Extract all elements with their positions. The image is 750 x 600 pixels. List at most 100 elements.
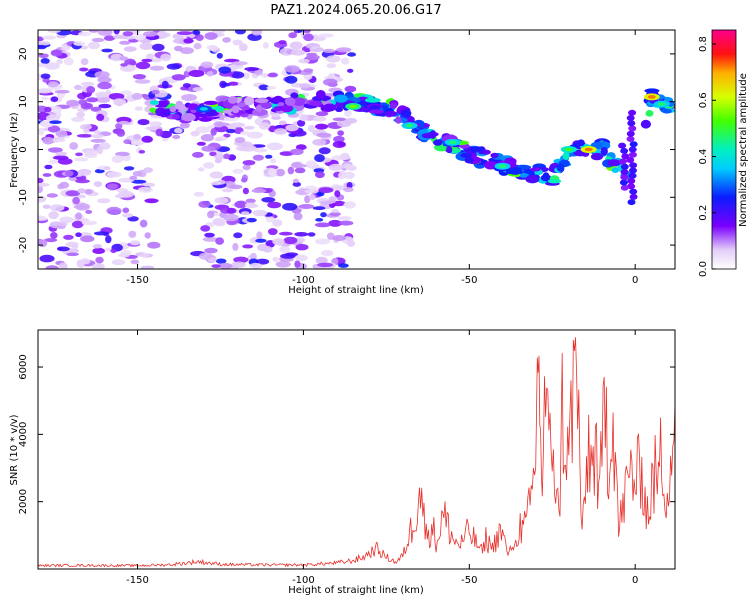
spectrogram-noise-blob [242, 160, 256, 166]
spectrogram-noise-blob [284, 65, 301, 73]
spectrogram-noise-blob [76, 111, 85, 118]
spectrogram-noise-blob [226, 128, 236, 134]
spectrogram-signal-blob [525, 175, 540, 184]
spectrogram-noise-blob [332, 141, 346, 148]
spectrogram-noise-blob [84, 189, 93, 195]
spectrogram-signal-blob [389, 102, 398, 109]
spectrogram-noise-blob [42, 173, 52, 177]
spectrogram-streak-blob [619, 179, 628, 186]
spectrogram-noise-blob [261, 73, 269, 78]
spectrogram-noise-blob [239, 43, 248, 52]
spectrogram-noise-blob [221, 188, 234, 193]
spectrogram-noise-blob [133, 133, 142, 140]
spectrogram-streak-blob [628, 125, 637, 132]
spectrogram-noise-blob [294, 254, 308, 262]
spectrogram-noise-blob [294, 232, 309, 237]
spectrogram-signal-blob [227, 96, 238, 104]
spectrogram-noise-blob [243, 125, 255, 130]
spectrogram-noise-blob [210, 128, 217, 136]
spectrogram-noise-blob [101, 30, 112, 35]
spectrogram-noise-blob [38, 63, 49, 67]
spectrogram-noise-blob [47, 30, 61, 33]
spectrogram-noise-blob [338, 263, 349, 268]
spectrogram-noise-blob [279, 231, 293, 236]
spectrogram-signal-blob [162, 109, 171, 117]
spectrogram-signal-blob [244, 96, 255, 106]
colorbar-label: Normalized spectral amplitude [738, 73, 749, 227]
spectrogram-xtick-label: -50 [461, 275, 477, 286]
spectrogram-noise-blob [81, 220, 97, 226]
spectrogram-noise-blob [307, 232, 316, 237]
spectrogram-noise-blob [48, 160, 59, 164]
spectrogram-noise-blob [338, 172, 345, 180]
figure-title: PAZ1.2024.065.20.06.G17 [270, 3, 441, 18]
spectrogram-noise-blob [46, 105, 63, 114]
spectrogram-streak-blob [626, 135, 635, 142]
spectrogram-noise-blob [272, 219, 283, 227]
spectrogram-noise-blob [337, 216, 352, 221]
spectrogram-noise-blob [312, 206, 326, 211]
spectrogram-noise-blob [196, 141, 206, 146]
spectrogram-noise-blob [297, 119, 306, 127]
spectrogram-signal-blob [433, 139, 443, 146]
spectrogram-noise-blob [265, 154, 273, 159]
spectrogram-noise-blob [115, 151, 130, 157]
spectrogram-noise-blob [305, 54, 320, 61]
spectrogram-noise-blob [255, 238, 267, 243]
spectrogram-signal-blob [369, 105, 381, 111]
spectrogram-noise-blob [139, 42, 154, 50]
spectrogram-noise-blob [59, 181, 70, 189]
spectrogram-noise-blob [50, 96, 59, 102]
spectrogram-noise-blob [75, 203, 91, 211]
spectrogram-signal-blob [470, 146, 484, 152]
colorbar-tick-label: 0.0 [698, 261, 709, 277]
spectrogram-noise-blob [122, 31, 134, 37]
spectrogram-noise-blob [198, 252, 213, 260]
spectrogram-noise-blob [42, 204, 51, 209]
spectrogram-noise-blob [294, 260, 301, 268]
spectrogram-noise-blob [258, 84, 270, 91]
snr-x-ticks: -150 -100 -50 0 [126, 330, 638, 586]
spectrogram-signal-blob [172, 113, 180, 120]
spectrogram-noise-blob [56, 58, 63, 65]
spectrogram-signal-blob [315, 90, 326, 99]
spectrogram-noise-blob [87, 41, 101, 50]
spectrogram-xtick-label: -150 [126, 275, 149, 286]
spectrogram-noise-blob [279, 246, 291, 254]
spectrogram-noise-blob [179, 122, 190, 129]
spectrogram-noise-blob [147, 241, 161, 249]
spectrogram-noise-blob [207, 210, 215, 219]
spectrogram-noise-blob [267, 72, 278, 78]
spectrogram-noise-blob [69, 142, 79, 150]
spectrogram-streak-blob [626, 130, 635, 137]
colorbar-gradient [711, 29, 737, 270]
spectrogram-noise-blob [262, 42, 269, 49]
spectrogram-noise-blob [343, 201, 357, 209]
spectrogram-noise-blob [80, 235, 95, 243]
spectrogram-noise-blob [285, 124, 299, 132]
spectrogram-noise-blob [252, 209, 268, 217]
spectrogram-noise-blob [211, 30, 226, 34]
spectrogram-noise-blob [337, 130, 344, 136]
spectrogram-noise-blob [293, 212, 303, 221]
spectrogram-noise-blob [228, 184, 243, 190]
snr-xtick-label: -150 [126, 575, 149, 586]
spectrogram-noise-blob [131, 92, 143, 100]
spectrogram-noise-blob [265, 216, 275, 223]
spectrogram-noise-blob [204, 247, 218, 254]
spectrogram-signal-blob [273, 106, 283, 112]
spectrogram-streak-blob [627, 199, 636, 206]
spectrogram-x-ticks: -150 -100 -50 0 [126, 30, 638, 286]
spectrogram-noise-blob [198, 200, 211, 208]
spectrogram-ytick-label: 10 [18, 95, 29, 108]
spectrogram-ytick-label: 20 [18, 48, 29, 61]
spectrogram-noise-blob [179, 47, 194, 55]
spectrogram-signal-blob [508, 166, 523, 175]
spectrogram-noise-blob [209, 151, 217, 157]
spectrogram-signal-blob [243, 105, 250, 111]
spectrogram-hotspot-core [405, 123, 414, 128]
spectrogram-noise-blob [86, 86, 96, 94]
spectrogram-noise-blob [332, 117, 346, 122]
spectrogram-ytick-label: -20 [18, 237, 29, 253]
spectrogram-noise-blob [315, 123, 328, 130]
